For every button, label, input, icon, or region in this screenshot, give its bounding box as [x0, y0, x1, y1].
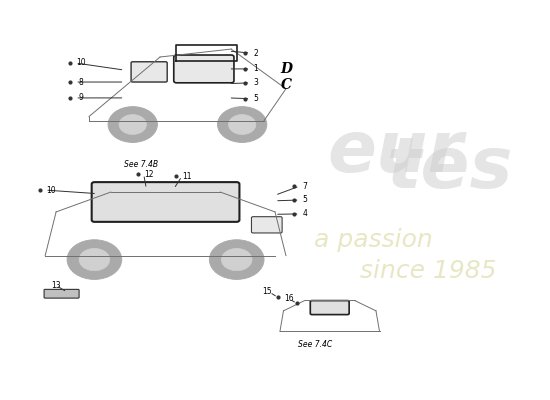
- Text: since 1985: since 1985: [360, 260, 497, 284]
- Text: 15: 15: [262, 287, 272, 296]
- FancyBboxPatch shape: [251, 217, 282, 233]
- Text: a passion: a passion: [314, 228, 433, 252]
- Text: See 7.4C: See 7.4C: [298, 340, 332, 350]
- FancyBboxPatch shape: [174, 55, 234, 83]
- FancyBboxPatch shape: [92, 182, 239, 222]
- Circle shape: [218, 107, 267, 142]
- Text: 10: 10: [46, 186, 56, 194]
- Text: 2: 2: [254, 48, 258, 58]
- Text: 3: 3: [254, 78, 258, 87]
- Text: 12: 12: [145, 170, 154, 179]
- Text: 10: 10: [76, 58, 86, 68]
- FancyBboxPatch shape: [131, 62, 167, 82]
- Text: 1: 1: [254, 64, 258, 74]
- Text: 4: 4: [302, 210, 307, 218]
- Text: C: C: [280, 78, 292, 92]
- Text: 5: 5: [302, 196, 307, 204]
- Text: 16: 16: [284, 294, 294, 303]
- Circle shape: [221, 248, 252, 271]
- FancyBboxPatch shape: [44, 289, 79, 298]
- Text: 5: 5: [254, 94, 258, 103]
- Text: tes: tes: [387, 134, 513, 203]
- Text: 13: 13: [51, 281, 61, 290]
- Text: D: D: [280, 62, 292, 76]
- Circle shape: [228, 114, 256, 134]
- Text: 7: 7: [302, 182, 307, 190]
- Circle shape: [119, 114, 146, 134]
- Text: See 7.4B: See 7.4B: [124, 160, 158, 169]
- Circle shape: [210, 240, 264, 280]
- Text: 11: 11: [183, 172, 192, 181]
- FancyBboxPatch shape: [310, 300, 349, 314]
- Text: eur: eur: [327, 118, 464, 187]
- Circle shape: [108, 107, 157, 142]
- Text: 9: 9: [78, 94, 83, 102]
- Circle shape: [67, 240, 122, 280]
- Text: 8: 8: [78, 78, 83, 86]
- Circle shape: [79, 248, 110, 271]
